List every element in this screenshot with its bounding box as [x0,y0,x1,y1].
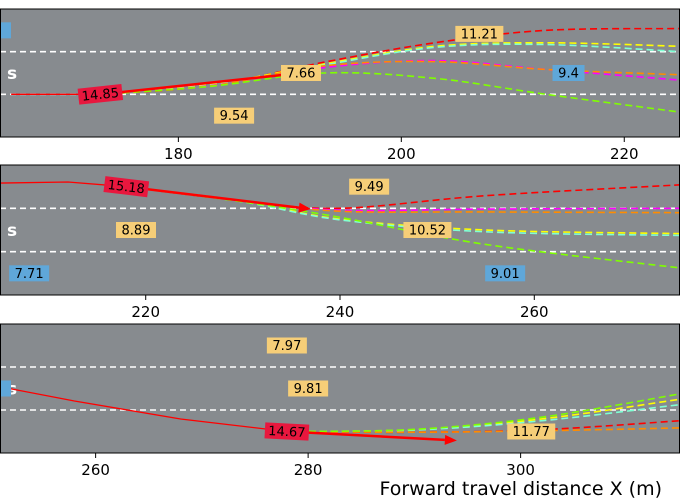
vehicle-speed-label: 9.54 [220,109,249,124]
vehicle-speed-label: 9.49 [355,180,384,195]
ego-arrow-head [444,434,457,445]
vehicle-speed-label: 7.66 [287,67,316,82]
x-tick-label: 180 [164,145,193,163]
ego-heading-arrow [100,73,290,96]
prediction-path-3 [126,185,680,237]
ego-heading-arrow [126,185,300,209]
ego-speed-label: 15.18 [107,178,146,197]
x-tick-label: 220 [131,303,160,321]
ego-speed-label: 14.67 [268,424,306,441]
vehicle-speed-label: 7.71 [15,267,44,282]
vehicle-box [116,222,156,238]
vehicle-speed-label: 7.97 [272,339,301,354]
x-axis-label: Forward travel distance X (m) [379,478,662,500]
prediction-path-6 [126,185,680,269]
vehicle-speed-label: 8.89 [122,224,151,239]
ego-vehicle-box [77,84,124,105]
ego-vehicle: 14.67 [264,422,310,441]
vehicle-speed-label: 9.01 [491,267,520,282]
x-tick-label: 240 [326,303,355,321]
cut-in-vehicle-box [552,65,585,81]
ego-vehicle-box [264,422,310,441]
lane-label: s [7,221,17,241]
vehicle-box [214,107,255,124]
panel-2: s 9.49 8.89 10.52 7.71 9.01 15.18 220 240 260 [0,164,680,321]
vehicle-box [507,423,556,440]
x-tick-label: 300 [506,461,535,479]
panel-1: s 11.21 7.66 9.4 9.54 14.85 180 200 220 [0,8,680,163]
ego-arrow-head [298,202,311,213]
prediction-path-6 [100,71,680,113]
vehicle-box [455,25,504,42]
prediction-path-4 [126,185,680,212]
vehicle-speed-label: 10.52 [409,224,446,239]
vehicle-speed-label: 11.77 [513,425,550,440]
x-tick-label: 220 [610,145,639,163]
x-tick-label: 280 [294,461,323,479]
vehicle-speed-label: 11.21 [461,27,498,42]
cut-in-vehicle-box [9,265,50,282]
ego-history-path [0,386,287,433]
ego-vehicle: 14.85 [77,84,124,105]
vehicle-speed-label: 9.81 [294,382,323,397]
ego-heading-arrow [286,430,445,442]
ego-vehicle: 15.18 [103,176,150,198]
x-tick-label: 260 [520,303,549,321]
cut-in-vehicle-box [0,380,11,397]
x-tick-label: 200 [387,145,416,163]
ego-speed-label: 14.85 [81,86,120,105]
prediction-path-5 [286,393,680,433]
prediction-path-1 [126,184,680,210]
cut-in-vehicle-box [0,22,11,39]
lane-label: s [7,64,17,84]
vehicle-box [280,65,321,81]
x-tick-label: 260 [81,461,110,479]
ego-vehicle-box [103,176,150,198]
cut-in-vehicle-box [485,265,526,282]
vehicle-box [403,222,452,238]
vehicle-box [349,178,390,195]
vehicle-box [288,380,329,397]
vehicle-speed-label: 9.4 [558,67,579,82]
vehicle-box [266,337,307,354]
road-surface [0,324,680,453]
prediction-path-5 [126,185,680,214]
